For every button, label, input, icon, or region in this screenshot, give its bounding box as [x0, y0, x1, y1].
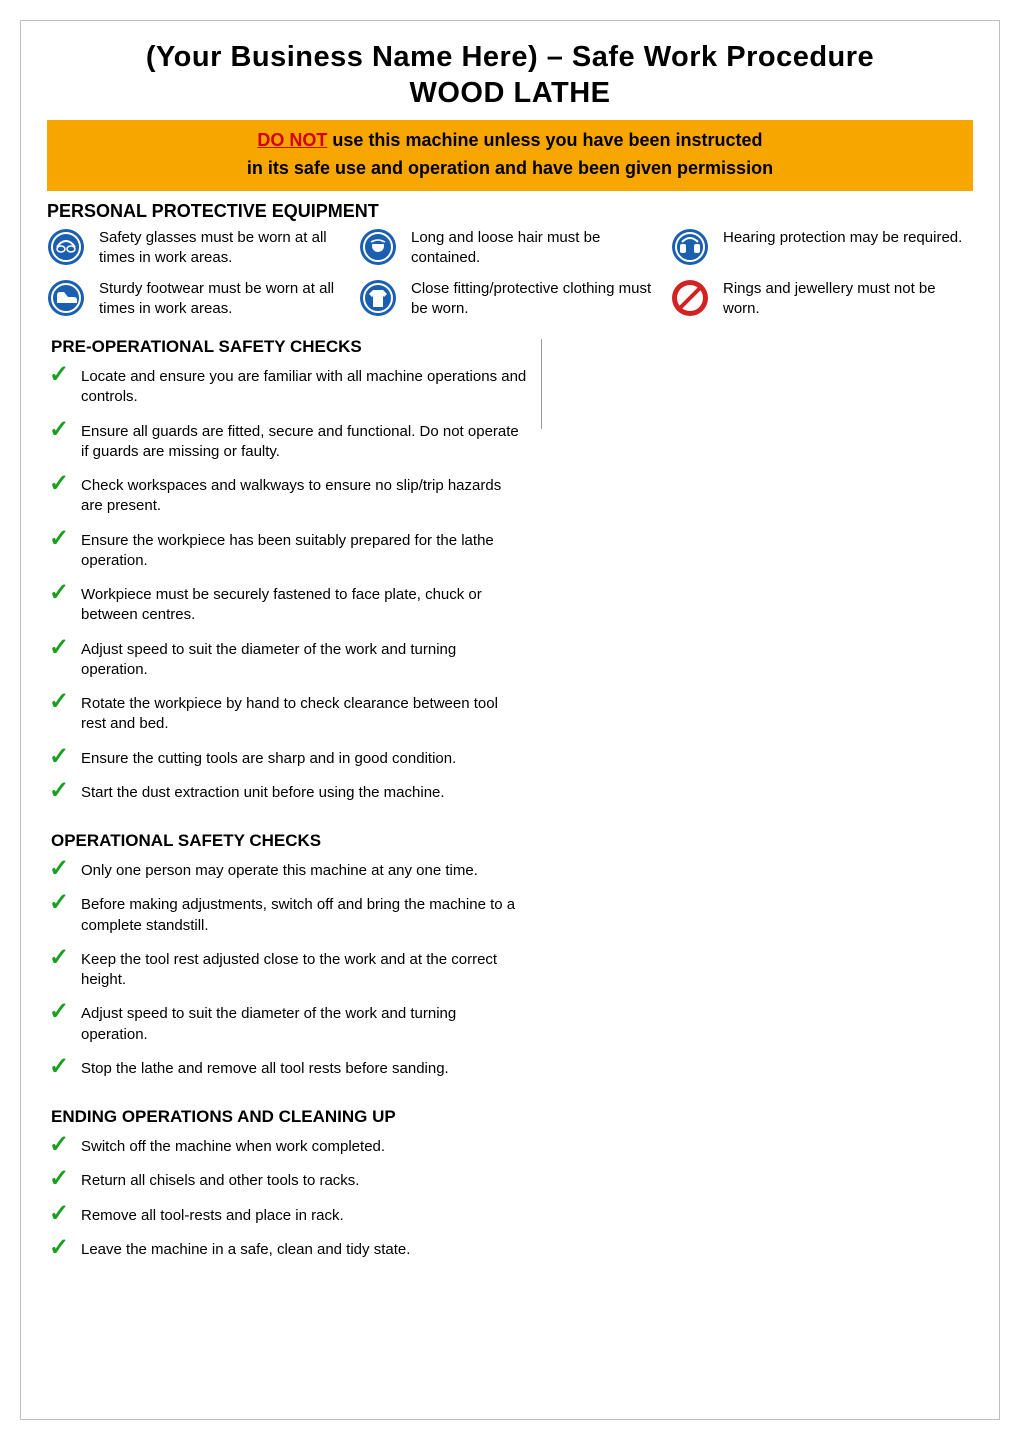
check-item: Keep the tool rest adjusted close to the…	[47, 946, 527, 1001]
operational-heading: OPERATIONAL SAFETY CHECKS	[51, 831, 527, 851]
operational-list: Only one person may operate this machine…	[47, 857, 527, 1089]
check-item: Switch off the machine when work complet…	[47, 1133, 527, 1167]
check-item: Leave the machine in a safe, clean and t…	[47, 1236, 527, 1270]
ppe-item-text: Rings and jewellery must not be worn.	[723, 279, 973, 320]
pre-operational-heading: PRE-OPERATIONAL SAFETY CHECKS	[51, 337, 527, 357]
check-item: Start the dust extraction unit before us…	[47, 779, 527, 813]
safety-glasses-icon	[47, 228, 89, 266]
protective-clothing-icon	[359, 279, 401, 317]
ending-list: Switch off the machine when work complet…	[47, 1133, 527, 1270]
pre-operational-list: Locate and ensure you are familiar with …	[47, 363, 527, 813]
check-item: Ensure the cutting tools are sharp and i…	[47, 745, 527, 779]
title-line-1: (Your Business Name Here) – Safe Work Pr…	[146, 41, 874, 73]
check-item: Adjust speed to suit the diameter of the…	[47, 1000, 527, 1055]
check-item: Ensure the workpiece has been suitably p…	[47, 527, 527, 582]
warning-line-1-rest: use this machine unless you have been in…	[327, 130, 762, 150]
ppe-item-text: Safety glasses must be worn at all times…	[99, 228, 349, 269]
check-item: Adjust speed to suit the diameter of the…	[47, 636, 527, 691]
ppe-item-text: Hearing protection may be required.	[723, 228, 973, 248]
document-page: (Your Business Name Here) – Safe Work Pr…	[20, 20, 1000, 1420]
check-item: Check workspaces and walkways to ensure …	[47, 472, 527, 527]
check-item: Only one person may operate this machine…	[47, 857, 527, 891]
document-title: (Your Business Name Here) – Safe Work Pr…	[47, 39, 973, 112]
footwear-icon	[47, 279, 89, 317]
check-item: Workpiece must be securely fastened to f…	[47, 581, 527, 636]
hearing-protection-icon	[671, 228, 713, 266]
check-item: Before making adjustments, switch off an…	[47, 891, 527, 946]
check-item: Rotate the workpiece by hand to check cl…	[47, 690, 527, 745]
check-item: Locate and ensure you are familiar with …	[47, 363, 527, 418]
title-line-2: WOOD LATHE	[47, 75, 973, 111]
ppe-heading: PERSONAL PROTECTIVE EQUIPMENT	[47, 201, 973, 222]
ppe-item-text: Long and loose hair must be contained.	[411, 228, 661, 269]
warning-do-not: DO NOT	[257, 130, 327, 150]
check-item: Return all chisels and other tools to ra…	[47, 1167, 527, 1201]
no-jewellery-icon	[671, 279, 713, 317]
check-item: Ensure all guards are fitted, secure and…	[47, 418, 527, 473]
column-divider	[541, 339, 542, 429]
warning-line-1: DO NOT use this machine unless you have …	[55, 126, 965, 155]
content-columns: PRE-OPERATIONAL SAFETY CHECKS Locate and…	[47, 337, 973, 1270]
left-column: PRE-OPERATIONAL SAFETY CHECKS Locate and…	[47, 337, 527, 1270]
ending-heading: ENDING OPERATIONS AND CLEANING UP	[51, 1107, 527, 1127]
ppe-item-text: Sturdy footwear must be worn at all time…	[99, 279, 349, 320]
warning-banner: DO NOT use this machine unless you have …	[47, 120, 973, 192]
hair-contained-icon	[359, 228, 401, 266]
check-item: Stop the lathe and remove all tool rests…	[47, 1055, 527, 1089]
ppe-grid: Safety glasses must be worn at all times…	[47, 228, 973, 319]
check-item: Remove all tool-rests and place in rack.	[47, 1202, 527, 1236]
warning-line-2: in its safe use and operation and have b…	[55, 154, 965, 183]
ppe-item-text: Close fitting/protective clothing must b…	[411, 279, 661, 320]
